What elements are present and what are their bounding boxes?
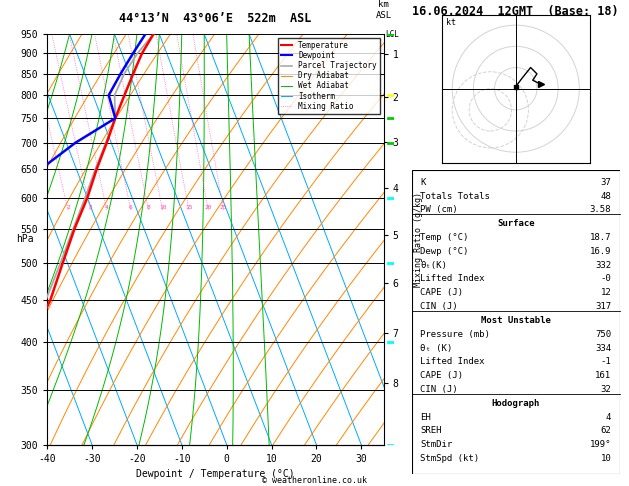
Text: θₜ(K): θₜ(K) <box>420 260 447 270</box>
Text: -1: -1 <box>601 357 611 366</box>
Text: 3.58: 3.58 <box>590 205 611 214</box>
Text: 62: 62 <box>601 426 611 435</box>
Text: Surface: Surface <box>497 219 535 228</box>
Text: CIN (J): CIN (J) <box>420 385 458 394</box>
Text: 18.7: 18.7 <box>590 233 611 242</box>
Text: 48: 48 <box>601 191 611 201</box>
Text: 334: 334 <box>595 344 611 352</box>
Text: 317: 317 <box>595 302 611 311</box>
Text: 12: 12 <box>601 288 611 297</box>
Text: Totals Totals: Totals Totals <box>420 191 490 201</box>
Text: Temp (°C): Temp (°C) <box>420 233 469 242</box>
Text: θₜ (K): θₜ (K) <box>420 344 452 352</box>
Text: Mixing Ratio (g/kg): Mixing Ratio (g/kg) <box>414 192 423 287</box>
Text: 161: 161 <box>595 371 611 380</box>
Text: 16.06.2024  12GMT  (Base: 18): 16.06.2024 12GMT (Base: 18) <box>413 5 619 18</box>
Text: LCL: LCL <box>385 30 399 38</box>
Text: 44°13’N  43°06’E  522m  ASL: 44°13’N 43°06’E 522m ASL <box>120 12 311 25</box>
Text: 6: 6 <box>129 205 133 210</box>
Text: 25: 25 <box>220 205 227 210</box>
Text: kt: kt <box>446 18 456 27</box>
Text: StmDir: StmDir <box>420 440 452 449</box>
Text: 2: 2 <box>66 205 70 210</box>
Text: 15: 15 <box>185 205 192 210</box>
Text: 750: 750 <box>595 330 611 339</box>
Text: 16.9: 16.9 <box>590 247 611 256</box>
Text: 32: 32 <box>601 385 611 394</box>
Text: 10: 10 <box>159 205 166 210</box>
Text: 8: 8 <box>147 205 150 210</box>
Text: K: K <box>420 178 426 187</box>
Text: Pressure (mb): Pressure (mb) <box>420 330 490 339</box>
X-axis label: Dewpoint / Temperature (°C): Dewpoint / Temperature (°C) <box>136 469 295 479</box>
Text: 3: 3 <box>89 205 92 210</box>
Text: PW (cm): PW (cm) <box>420 205 458 214</box>
Text: 20: 20 <box>204 205 212 210</box>
Text: CIN (J): CIN (J) <box>420 302 458 311</box>
Text: © weatheronline.co.uk: © weatheronline.co.uk <box>262 475 367 485</box>
Text: Lifted Index: Lifted Index <box>420 275 485 283</box>
Text: Hodograph: Hodograph <box>492 399 540 408</box>
Text: CAPE (J): CAPE (J) <box>420 288 464 297</box>
Legend: Temperature, Dewpoint, Parcel Trajectory, Dry Adiabat, Wet Adiabat, Isotherm, Mi: Temperature, Dewpoint, Parcel Trajectory… <box>277 38 380 114</box>
Text: km
ASL: km ASL <box>376 0 392 19</box>
Text: StmSpd (kt): StmSpd (kt) <box>420 454 479 463</box>
Text: Dewp (°C): Dewp (°C) <box>420 247 469 256</box>
Text: 4: 4 <box>105 205 109 210</box>
Text: hPa: hPa <box>16 234 34 244</box>
Text: 332: 332 <box>595 260 611 270</box>
Text: EH: EH <box>420 413 431 422</box>
Text: SREH: SREH <box>420 426 442 435</box>
Text: Lifted Index: Lifted Index <box>420 357 485 366</box>
Text: 4: 4 <box>606 413 611 422</box>
Text: 10: 10 <box>601 454 611 463</box>
Text: -0: -0 <box>601 275 611 283</box>
Text: 37: 37 <box>601 178 611 187</box>
Text: 199°: 199° <box>590 440 611 449</box>
Text: Most Unstable: Most Unstable <box>481 316 551 325</box>
Text: CAPE (J): CAPE (J) <box>420 371 464 380</box>
